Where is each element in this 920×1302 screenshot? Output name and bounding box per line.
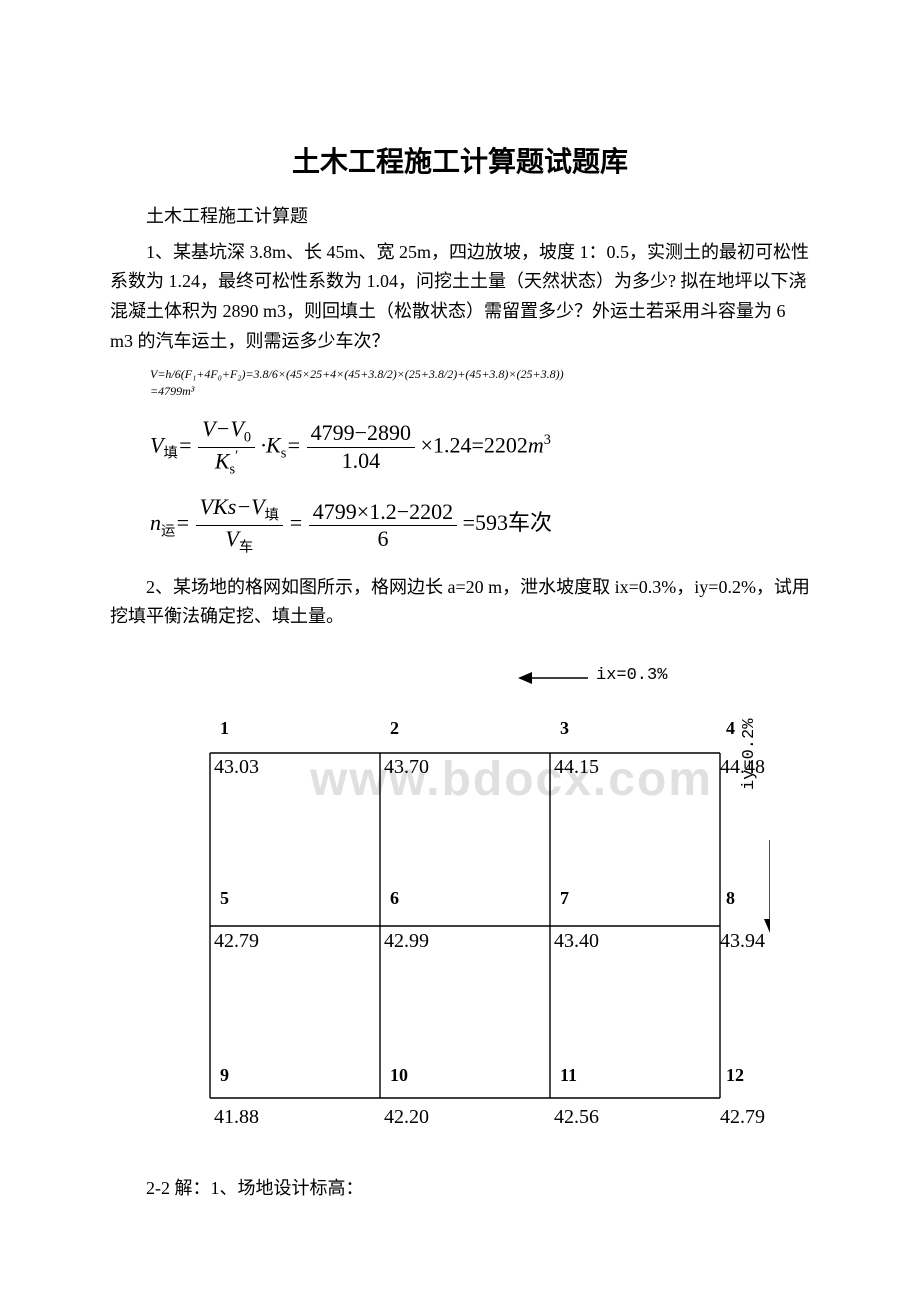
grid-point-value: 42.79 (214, 930, 259, 953)
grid-point-number: 1 (220, 718, 229, 739)
grid-point-number: 8 (726, 888, 735, 909)
grid-point-number: 5 (220, 888, 229, 909)
grid-point-value: 43.03 (214, 756, 259, 779)
formula-1-line2: =4799m³ (150, 383, 810, 400)
grid-point-number: 3 (560, 718, 569, 739)
problem-1: 1、某基坑深 3.8m、长 45m、宽 25m，四边放坡，坡度 1：0.5，实测… (110, 238, 810, 357)
grid-diagram: ix=0.3% iy=0.2% 1 43.03 2 43.70 3 44.15 4 44.48 5 4… (150, 638, 770, 1158)
solution-line: 2-2 解：1、场地设计标高： (110, 1174, 810, 1204)
formula-1-line1: V=h/6(F₁+4F₀+F₂)=3.8/6×(45×25+4×(45+3.8/… (150, 366, 810, 383)
ix-label: ix=0.3% (596, 666, 667, 685)
subtitle: 土木工程施工计算题 (110, 202, 810, 232)
grid-point-value: 41.88 (214, 1106, 259, 1129)
grid-point-number: 12 (726, 1065, 744, 1086)
grid-point-value: 43.40 (554, 930, 599, 953)
grid-point-value: 44.48 (720, 756, 765, 779)
grid-point-number: 11 (560, 1065, 577, 1086)
iy-label: iy=0.2% (740, 719, 759, 790)
grid-point-number: 10 (390, 1065, 408, 1086)
grid-point-value: 43.94 (720, 930, 765, 953)
problem-2: 2、某场地的格网如图所示，格网边长 a=20 m，泄水坡度取 ix=0.3%，i… (110, 573, 810, 632)
grid-svg (150, 638, 770, 1158)
grid-point-value: 42.20 (384, 1106, 429, 1129)
grid-point-number: 9 (220, 1065, 229, 1086)
grid-point-value: 44.15 (554, 756, 599, 779)
formula-1: V=h/6(F₁+4F₀+F₂)=3.8/6×(45×25+4×(45+3.8/… (150, 366, 810, 400)
grid-point-value: 42.56 (554, 1106, 599, 1129)
doc-title: 土木工程施工计算题试题库 (110, 140, 810, 180)
formula-2: V填= V−V0 Ks′ ·Ks= 4799−2890 1.04 ×1.24=2… (150, 416, 810, 478)
grid-point-number: 4 (726, 718, 735, 739)
grid-point-value: 43.70 (384, 756, 429, 779)
grid-point-number: 7 (560, 888, 569, 909)
grid-point-value: 42.79 (720, 1106, 765, 1129)
grid-point-number: 6 (390, 888, 399, 909)
grid-point-value: 42.99 (384, 930, 429, 953)
grid-point-number: 2 (390, 718, 399, 739)
formula-3: n运= VKs−V填 V车 = 4799×1.2−2202 6 =593车次 (150, 494, 810, 556)
